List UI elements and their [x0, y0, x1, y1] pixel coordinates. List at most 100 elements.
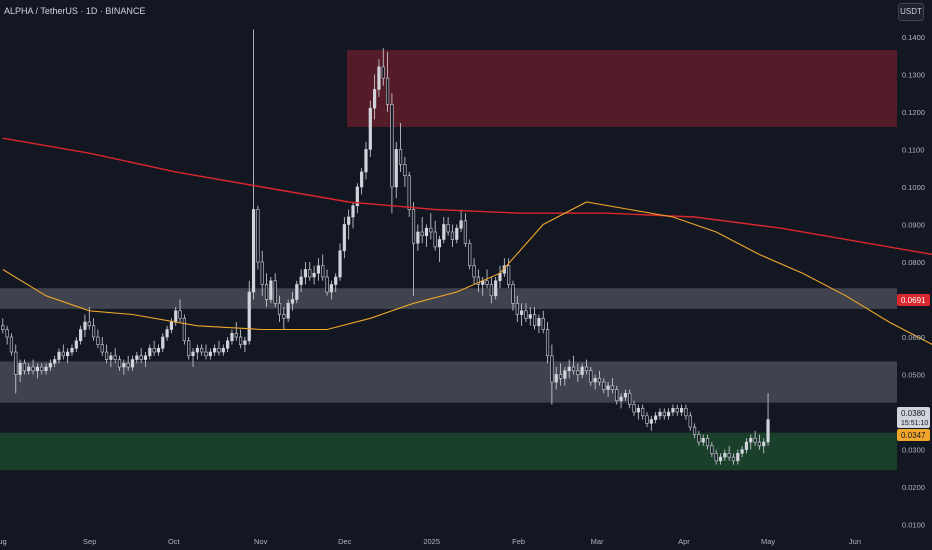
candle-body: [273, 280, 277, 304]
zone-resistance: [0, 288, 897, 309]
candle-body: [148, 347, 152, 357]
candle-body: [204, 351, 208, 357]
candle-body: [251, 209, 256, 293]
candle-body: [511, 284, 515, 304]
candle-body: [532, 314, 537, 327]
candle-body: [567, 366, 571, 372]
candle-body: [230, 332, 234, 342]
candle-body: [143, 355, 148, 360]
price-axis[interactable]: 0.1400 0.1300 0.1200 0.1100 0.1000 0.0900 0.08…: [902, 33, 925, 530]
price-zones: [0, 50, 897, 471]
candle-body: [329, 284, 333, 293]
candle-body: [554, 374, 558, 383]
candle-body: [316, 265, 321, 274]
countdown-label: 15:51:10: [901, 420, 928, 427]
candle-body: [649, 419, 653, 424]
candle-body: [757, 441, 762, 447]
candle-body: [515, 302, 519, 315]
x-tick-label: May: [761, 537, 775, 546]
last-price-label: 0.0380: [901, 409, 926, 418]
ma-short-label: 0.0347: [901, 431, 926, 440]
price-labels: 0.0380 15:51:10 0.0691 0.0347: [897, 294, 930, 441]
candle-body: [628, 393, 632, 405]
candle-body: [403, 164, 407, 177]
time-axis[interactable]: Aug Sep Oct Nov Dec 2025 Feb Mar Apr May Jun: [0, 537, 861, 546]
candle-body: [398, 149, 403, 165]
candle-body: [247, 291, 251, 342]
y-tick-label: 0.0900: [902, 220, 925, 229]
candle-body: [226, 340, 230, 349]
candle-body: [671, 408, 675, 413]
candle-body: [312, 272, 316, 278]
candle-body: [325, 276, 329, 293]
candle-body: [498, 272, 502, 282]
x-tick-label: Oct: [168, 537, 181, 546]
candle-body: [593, 377, 597, 383]
candle-body: [70, 347, 74, 353]
candle-body: [234, 332, 238, 338]
candle-body: [104, 351, 109, 360]
candle-body: [766, 419, 770, 443]
currency-button[interactable]: USDT: [898, 3, 924, 21]
candle-body: [610, 385, 615, 390]
candle-body: [550, 355, 554, 383]
candle-body: [489, 284, 493, 297]
y-tick-label: 0.1000: [902, 183, 925, 192]
candle-body: [57, 351, 61, 360]
candle-body: [714, 453, 718, 462]
x-tick-label: Nov: [254, 537, 268, 546]
candle-body: [100, 344, 104, 353]
candle-body: [584, 366, 589, 372]
candle-body: [558, 374, 563, 379]
candle-body: [675, 408, 679, 413]
candle-body: [152, 347, 156, 353]
candle-body: [165, 329, 169, 338]
candle-body: [692, 426, 697, 435]
candle-body: [463, 220, 468, 244]
candle-body: [27, 366, 31, 372]
candle-body: [303, 269, 308, 278]
candle-body: [602, 381, 606, 390]
candle-body: [615, 389, 619, 402]
candle-body: [381, 66, 385, 79]
candle-body: [679, 408, 684, 413]
candle-body: [40, 366, 44, 372]
candle-body: [446, 224, 450, 233]
y-tick-label: 0.1400: [902, 33, 925, 42]
candle-body: [295, 284, 299, 300]
candle-body: [524, 310, 528, 319]
x-tick-label: Jun: [849, 537, 861, 546]
candle-body: [541, 317, 545, 330]
candle-body: [282, 314, 286, 319]
candle-body: [139, 355, 143, 360]
candle-body: [658, 411, 662, 417]
candle-body: [22, 362, 27, 372]
candle-body: [580, 366, 584, 375]
zone-demand: [0, 432, 897, 471]
candle-body: [286, 302, 290, 319]
candle-body: [9, 336, 14, 353]
candle-body: [113, 355, 117, 360]
candle-body: [710, 445, 714, 454]
candle-body: [308, 269, 312, 278]
candle-body: [79, 329, 83, 342]
candle-body: [269, 280, 273, 300]
candle-body: [200, 347, 204, 353]
y-tick-label: 0.0500: [902, 371, 925, 380]
candle-body: [727, 453, 731, 458]
symbol-title: ALPHA / TetherUS · 1D · BINANCE: [4, 6, 146, 16]
candle-body: [87, 321, 91, 327]
candle-body: [377, 66, 381, 90]
candle-body: [736, 453, 740, 462]
candle-body: [437, 239, 442, 248]
candle-body: [360, 171, 364, 188]
candle-body: [135, 355, 139, 360]
candle-body: [187, 340, 191, 357]
candle-body: [342, 224, 346, 252]
candle-body: [507, 265, 511, 285]
y-tick-label: 0.1200: [902, 108, 925, 117]
candle-body: [411, 209, 416, 244]
y-tick-label: 0.0300: [902, 446, 925, 455]
last-price-box: [897, 407, 930, 428]
